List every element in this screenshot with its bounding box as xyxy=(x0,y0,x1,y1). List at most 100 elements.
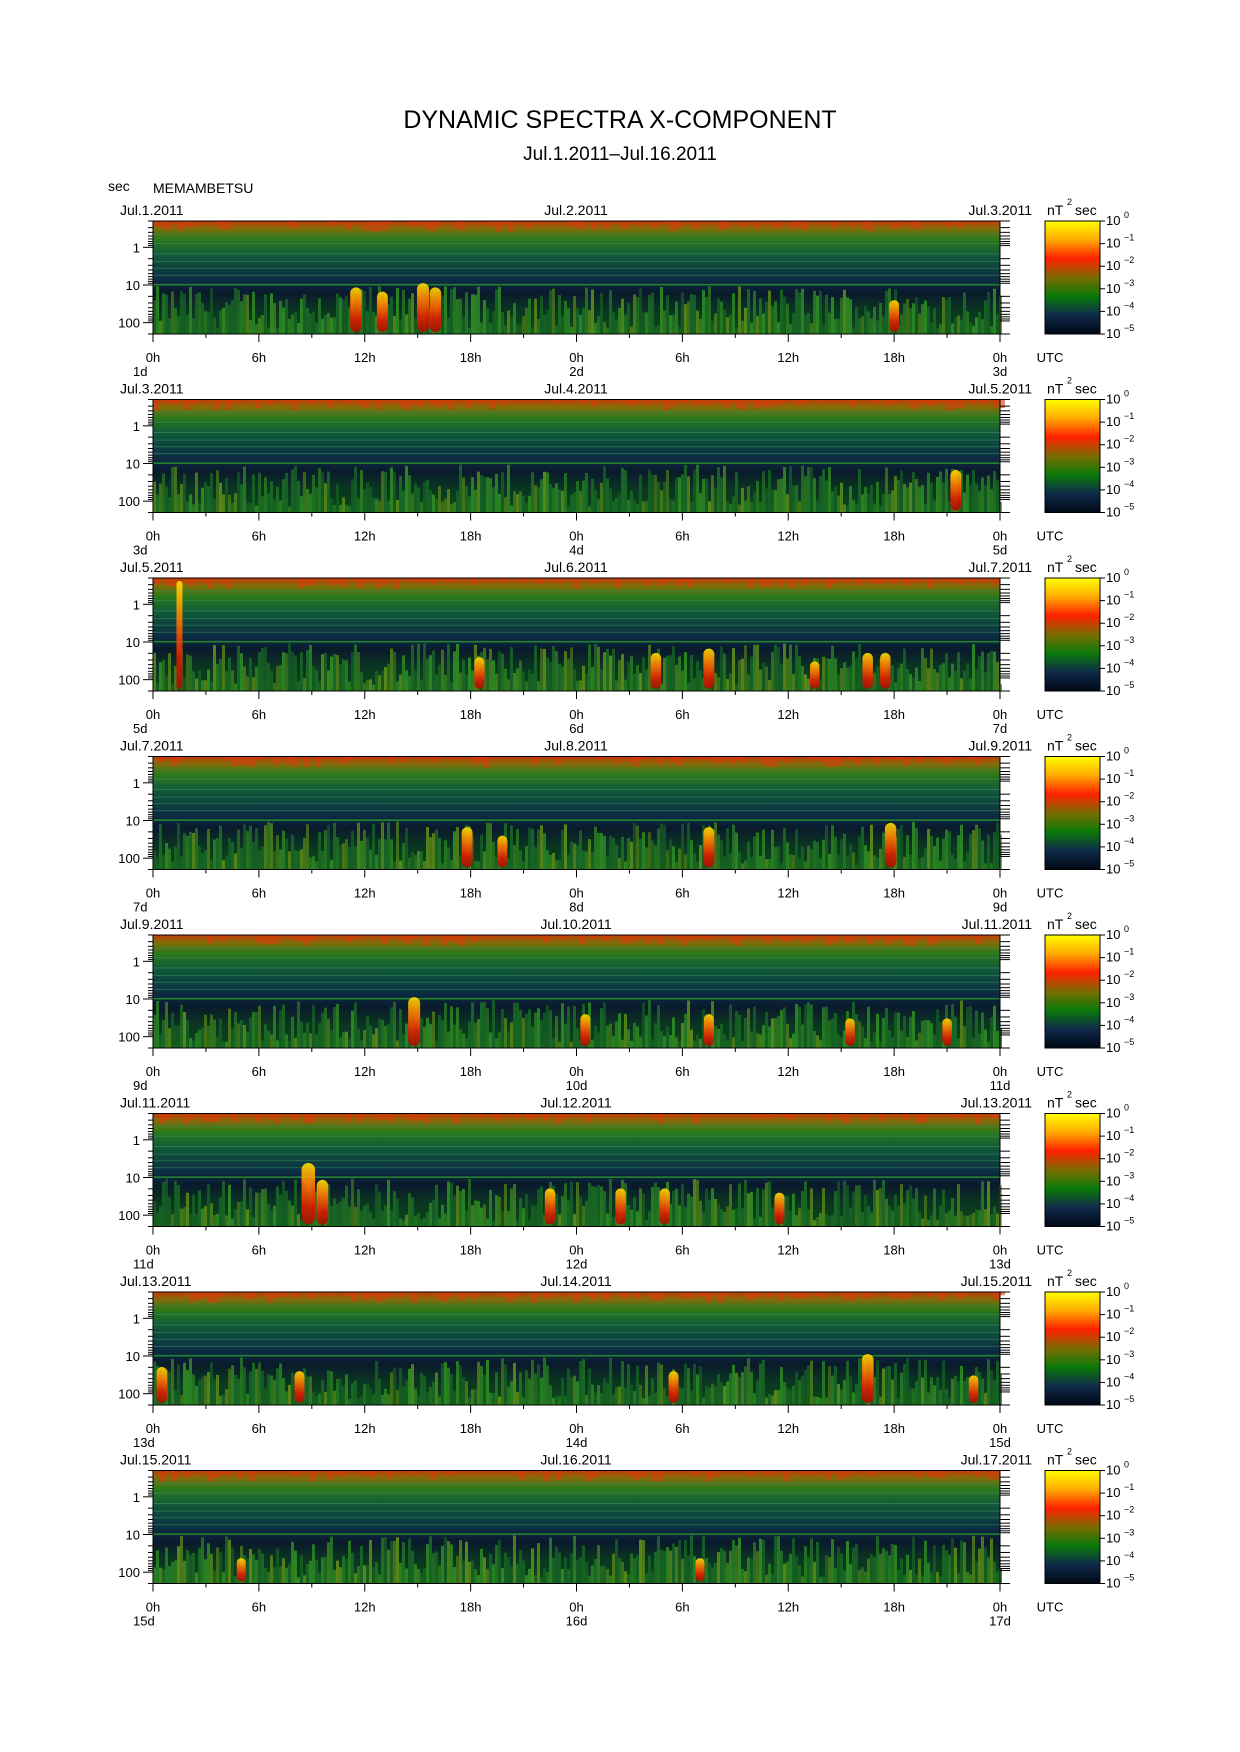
high-freq-speckle xyxy=(213,1113,219,1122)
activity-column xyxy=(219,1551,222,1584)
activity-column xyxy=(372,1567,375,1584)
activity-column xyxy=(201,1208,204,1227)
day-label: 2d xyxy=(569,364,583,379)
activity-column xyxy=(807,1365,810,1405)
activity-column xyxy=(741,658,744,691)
activity-column xyxy=(468,327,471,334)
colorbar-unit-exponent: 2 xyxy=(1067,197,1072,207)
high-freq-speckle xyxy=(255,935,261,943)
x-tick-label: 0h xyxy=(993,1243,1007,1258)
high-freq-speckle xyxy=(201,578,207,584)
activity-column xyxy=(891,665,894,691)
activity-column xyxy=(939,664,942,691)
activity-column xyxy=(750,322,753,334)
activity-column xyxy=(510,1381,513,1405)
y-tick-label: 1 xyxy=(133,597,140,612)
activity-column xyxy=(555,325,558,334)
high-freq-speckle xyxy=(213,221,219,225)
power-burst xyxy=(703,1014,714,1046)
activity-column xyxy=(567,1006,570,1048)
colorbar-gradient xyxy=(1044,399,1101,513)
power-burst xyxy=(650,652,662,689)
activity-column xyxy=(330,1206,333,1227)
power-burst xyxy=(429,287,442,332)
activity-column xyxy=(906,487,909,513)
activity-column xyxy=(357,1028,360,1048)
activity-column xyxy=(426,1391,429,1405)
activity-column xyxy=(153,851,156,870)
activity-column xyxy=(714,1198,717,1227)
activity-column xyxy=(840,668,843,691)
high-freq-speckle xyxy=(429,221,435,232)
activity-column xyxy=(879,1396,882,1405)
activity-column xyxy=(216,1547,219,1584)
high-freq-speckle xyxy=(417,399,423,407)
high-freq-speckle xyxy=(447,935,453,942)
activity-column xyxy=(291,835,294,870)
activity-column xyxy=(213,1215,216,1227)
day-label: 5d xyxy=(993,543,1007,558)
activity-column xyxy=(864,845,867,870)
activity-column xyxy=(159,662,162,691)
activity-column xyxy=(348,1398,351,1405)
colorbar-tick-exponent: −2 xyxy=(1124,434,1134,444)
activity-column xyxy=(732,1037,735,1048)
high-freq-speckle xyxy=(765,578,771,587)
activity-column xyxy=(432,1553,435,1584)
activity-column xyxy=(276,1040,279,1048)
activity-column xyxy=(777,322,780,334)
activity-column xyxy=(603,466,606,513)
activity-column xyxy=(198,1547,201,1584)
high-freq-speckle xyxy=(807,756,813,762)
activity-column xyxy=(930,322,933,334)
activity-column xyxy=(618,1557,621,1584)
activity-column xyxy=(810,1004,813,1048)
activity-column xyxy=(603,1002,606,1048)
activity-column xyxy=(606,327,609,334)
activity-column xyxy=(396,1537,399,1584)
activity-column xyxy=(543,1568,546,1584)
activity-column xyxy=(702,1397,705,1405)
activity-column xyxy=(690,293,693,334)
activity-column xyxy=(219,482,222,513)
colorbar-tick-exponent: −2 xyxy=(1124,791,1134,801)
activity-column xyxy=(702,1211,705,1227)
activity-column xyxy=(354,466,357,513)
activity-column xyxy=(414,670,417,691)
activity-column xyxy=(405,314,408,334)
activity-column xyxy=(972,469,975,513)
activity-column xyxy=(564,1557,567,1584)
activity-column xyxy=(699,1200,702,1227)
activity-column xyxy=(570,1181,573,1227)
colorbar-tick-base: 10 xyxy=(1106,392,1120,407)
power-burst xyxy=(862,652,873,689)
activity-column xyxy=(294,312,297,334)
activity-column xyxy=(381,1394,384,1405)
activity-column xyxy=(594,490,597,513)
activity-column xyxy=(522,316,525,334)
activity-column xyxy=(342,843,345,870)
activity-column xyxy=(840,297,843,334)
high-freq-speckle xyxy=(333,1470,339,1474)
activity-column xyxy=(798,656,801,691)
activity-column xyxy=(471,670,474,691)
power-burst xyxy=(880,652,891,689)
high-freq-speckle xyxy=(411,1113,417,1122)
activity-column xyxy=(561,1195,564,1227)
activity-column xyxy=(405,1214,408,1227)
activity-column xyxy=(351,1383,354,1405)
activity-column xyxy=(447,1181,450,1227)
activity-column xyxy=(375,1361,378,1405)
colorbar-tick-base: 10 xyxy=(1106,1553,1120,1568)
panel-start-date: Jul.11.2011 xyxy=(120,1095,191,1111)
activity-column xyxy=(798,1565,801,1584)
activity-column xyxy=(900,824,903,870)
x-tick-label: 0h xyxy=(993,350,1007,365)
activity-column xyxy=(912,303,915,334)
activity-column xyxy=(924,848,927,870)
activity-column xyxy=(861,826,864,870)
activity-column xyxy=(714,1562,717,1584)
activity-column xyxy=(720,839,723,870)
activity-column xyxy=(549,855,552,870)
activity-column xyxy=(738,1376,741,1405)
